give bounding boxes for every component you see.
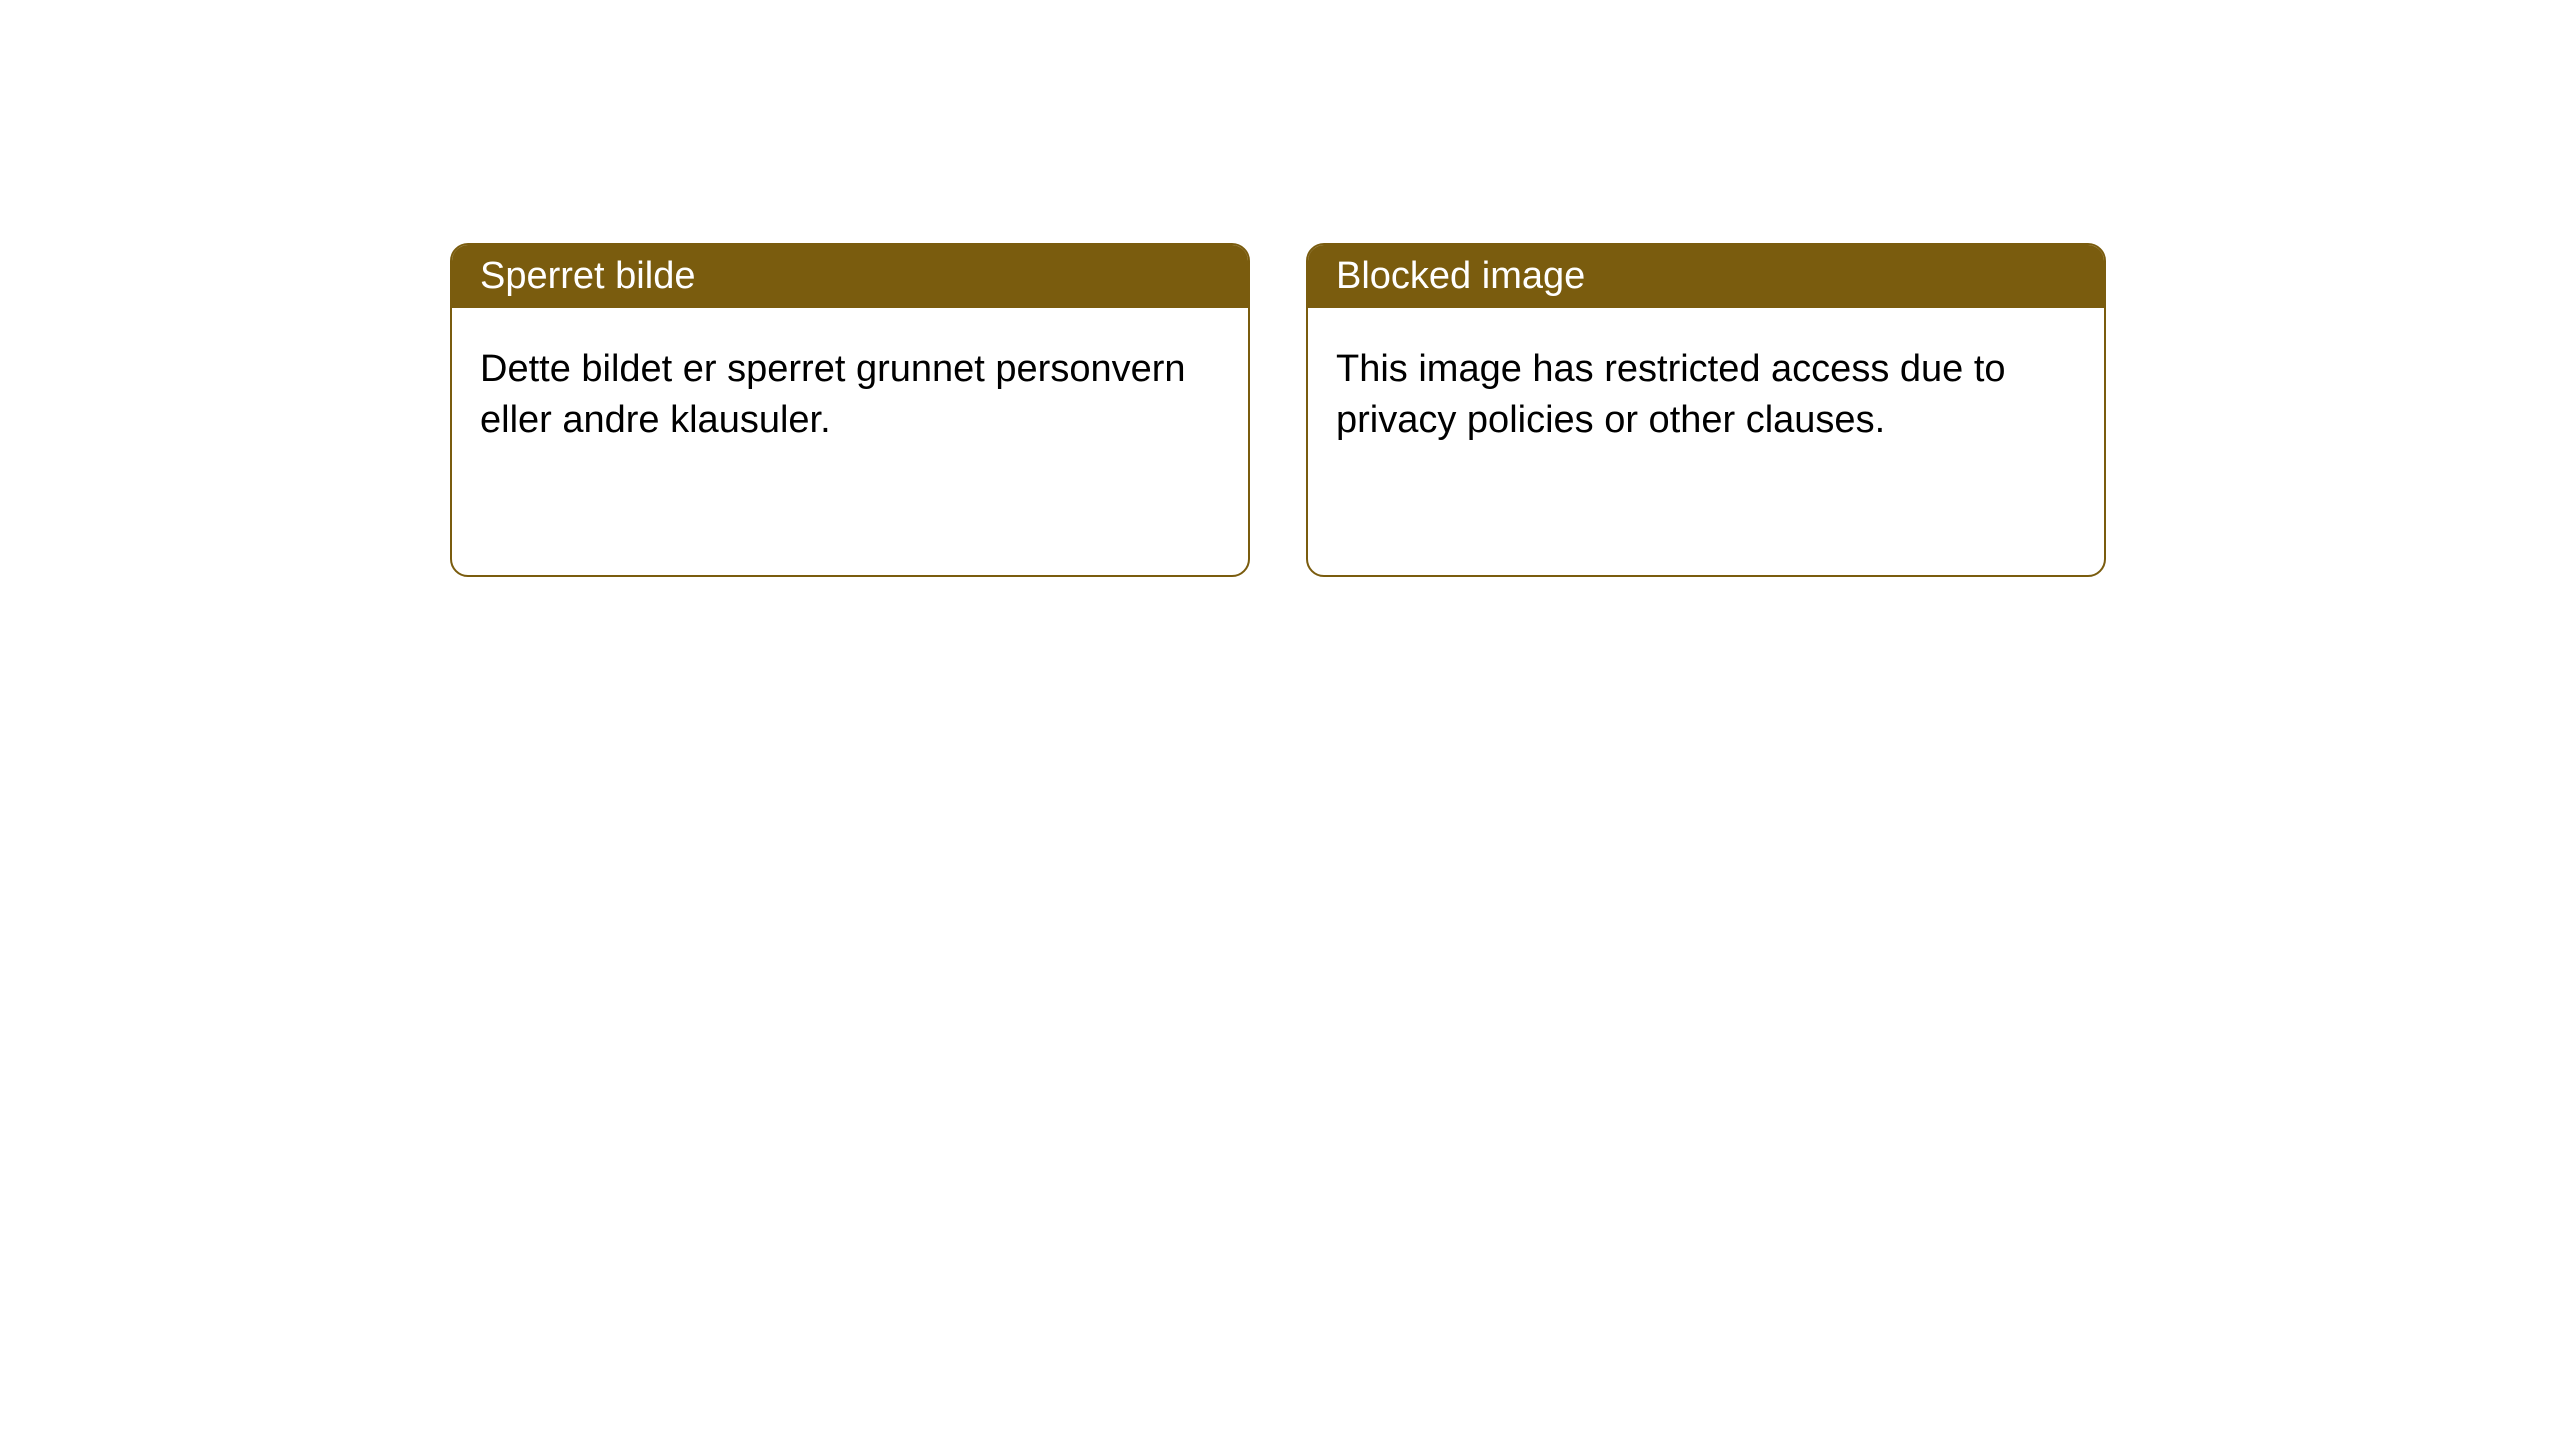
card-title: Sperret bilde <box>480 255 695 297</box>
card-header: Blocked image <box>1308 245 2104 308</box>
card-body-text: Dette bildet er sperret grunnet personve… <box>480 348 1186 441</box>
info-card-english: Blocked image This image has restricted … <box>1306 243 2106 577</box>
card-title: Blocked image <box>1336 255 1585 297</box>
card-body: This image has restricted access due to … <box>1308 308 2104 483</box>
info-card-container: Sperret bilde Dette bildet er sperret gr… <box>450 243 2106 577</box>
card-body: Dette bildet er sperret grunnet personve… <box>452 308 1248 483</box>
info-card-norwegian: Sperret bilde Dette bildet er sperret gr… <box>450 243 1250 577</box>
card-body-text: This image has restricted access due to … <box>1336 348 2006 441</box>
card-header: Sperret bilde <box>452 245 1248 308</box>
